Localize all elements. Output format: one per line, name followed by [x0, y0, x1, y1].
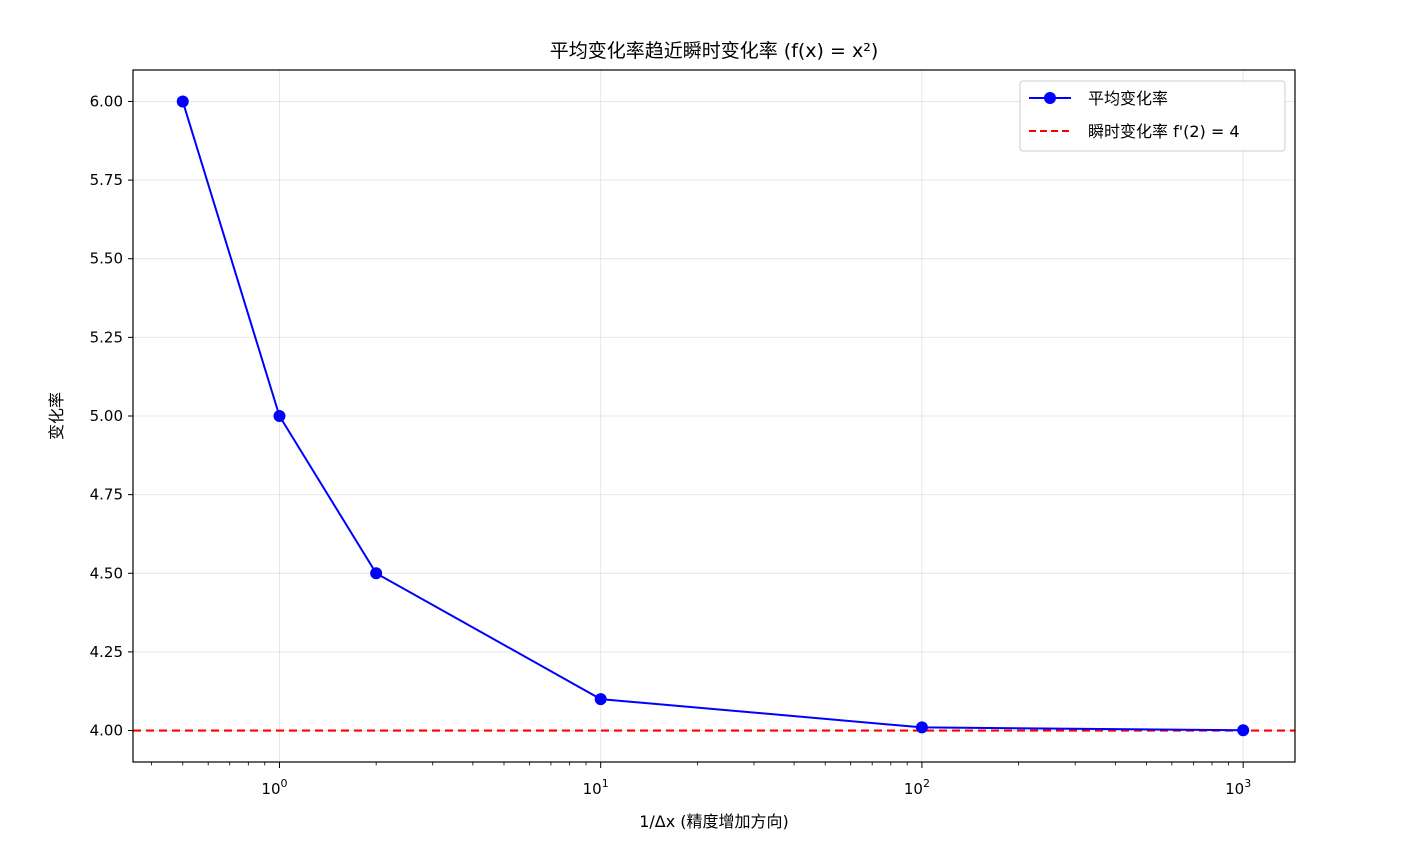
y-tick-label: 6.00: [90, 92, 123, 110]
legend-reference-label: 瞬时变化率 f'(2) = 4: [1088, 122, 1240, 141]
x-tick-base: 10: [1225, 780, 1244, 798]
series-point: [915, 721, 928, 734]
x-tick-exponent: 2: [923, 777, 930, 790]
grid-layer: [133, 70, 1295, 762]
y-tick-label: 4.00: [90, 722, 123, 740]
y-tick-label: 5.50: [90, 250, 123, 268]
x-tick-base: 10: [904, 780, 923, 798]
x-tick-exponent: 3: [1244, 777, 1251, 790]
legend-series-swatch-marker: [1044, 92, 1056, 104]
y-axis-label: 变化率: [47, 392, 66, 440]
x-tick-label: 102: [904, 777, 930, 798]
series-line: [181, 101, 1244, 732]
legend-box: [1019, 80, 1286, 152]
x-tick-label: 100: [261, 777, 287, 798]
y-tick-label: 4.50: [90, 564, 123, 582]
y-tick-label: 4.25: [90, 643, 123, 661]
x-tick-exponent: 0: [281, 777, 288, 790]
y-tick-label: 5.00: [90, 407, 123, 425]
y-tick-label: 5.25: [90, 328, 123, 346]
series-point: [370, 567, 383, 580]
x-tick-label: 103: [1225, 777, 1251, 798]
legend-series-label: 平均变化率: [1088, 89, 1168, 108]
y-tick-label: 4.75: [90, 486, 123, 504]
x-tick-exponent: 1: [602, 777, 609, 790]
x-tick-label: 101: [583, 777, 609, 798]
series-point: [594, 693, 607, 706]
series-point: [273, 410, 286, 422]
x-tick-base: 10: [261, 780, 280, 798]
series-layer: [176, 95, 1250, 737]
y-tick-label: 5.75: [90, 171, 123, 189]
x-tick-base: 10: [583, 780, 602, 798]
chart-title: 平均变化率趋近瞬时变化率 (f(x) = x²): [550, 40, 878, 62]
series-point: [1237, 724, 1250, 737]
series-point: [176, 95, 189, 108]
x-axis-label: 1/Δx (精度增加方向): [639, 812, 789, 831]
legend: 平均变化率 瞬时变化率 f'(2) = 4: [1019, 80, 1286, 152]
